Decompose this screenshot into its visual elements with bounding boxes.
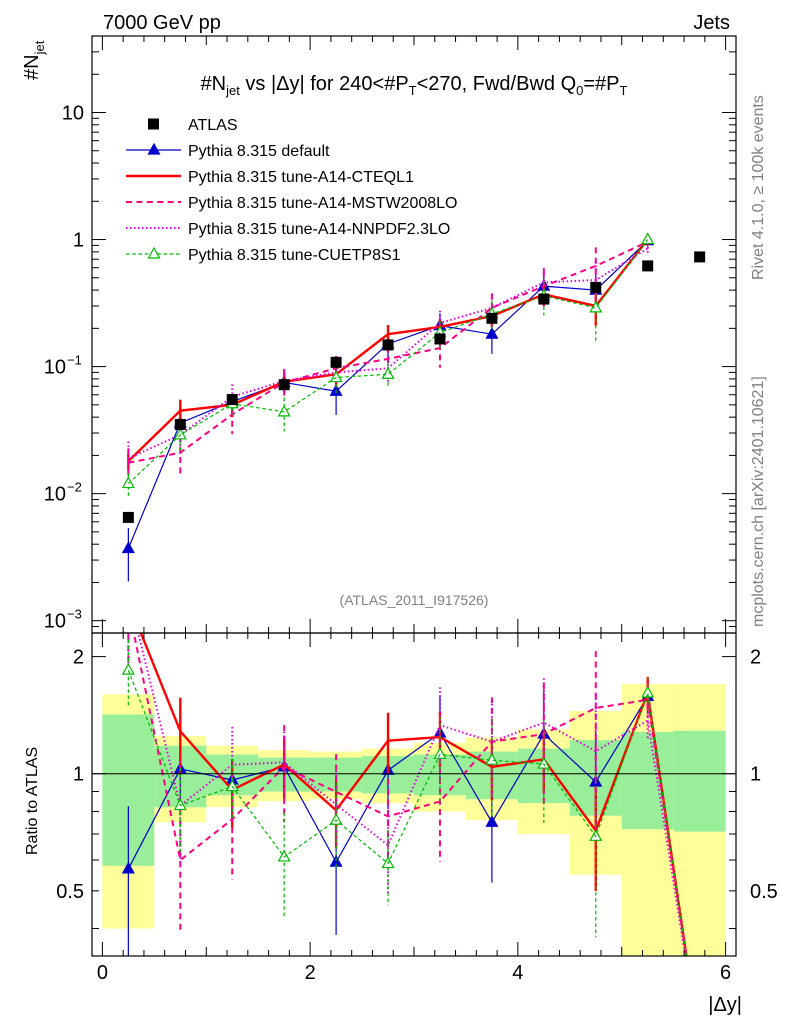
y-axis-label: #Njet	[21, 40, 47, 80]
x-tick-label: 6	[720, 962, 731, 984]
x-tick-label: 0	[97, 962, 108, 984]
atlas-uncertainty-bands	[102, 684, 726, 956]
series-4-ratio-marker	[329, 813, 343, 825]
ratio-tick-label: 1	[73, 764, 84, 786]
atlas-data-point	[434, 333, 446, 345]
atlas-data-point	[486, 312, 498, 324]
series-4-ratio-marker	[537, 756, 551, 769]
series-4-line	[127, 239, 649, 485]
main-series-group	[121, 232, 706, 582]
atlas-data-point	[694, 251, 706, 263]
atlas-data-point	[590, 281, 602, 293]
series-4-ratio-marker	[433, 747, 447, 759]
series-4-marker	[121, 476, 135, 489]
series-0-ratio-line	[127, 694, 687, 956]
series-4-ratio-line	[127, 669, 688, 956]
ratio-tick-label-right: 1	[750, 764, 761, 786]
atlas-data-point	[226, 394, 238, 406]
legend-label-3: Pythia 8.315 tune-A14-NNPDF2.3LO	[188, 221, 450, 238]
stat-uncertainty-band	[673, 730, 726, 832]
x-tick-label: 4	[512, 962, 523, 984]
series-4-marker	[173, 427, 187, 440]
ratio-axis-label: Ratio to ATLAS	[24, 747, 41, 855]
legend-atlas-marker	[148, 118, 159, 130]
legend-marker-4	[147, 246, 161, 259]
ratio-tick-label-right: 2	[750, 647, 761, 669]
ratio-tick-label: 2	[73, 647, 84, 669]
ratio-tick-label: 0.5	[56, 881, 84, 903]
series-4-ratio-marker	[121, 662, 135, 675]
legend: ATLAS Pythia 8.315 default Pythia 8.315 tu…	[126, 117, 457, 264]
ratio-tick-label-right: 0.5	[750, 881, 778, 903]
series-4-marker	[381, 367, 395, 379]
side-label-bottom: mcplots.cern.ch [arXiv:2401.10621]	[750, 376, 767, 627]
series-0-line	[127, 240, 649, 549]
side-label-top: Rivet 4.1.0, ≥ 100k events	[750, 95, 767, 280]
series-layer	[121, 232, 706, 956]
series-4-ratio-marker	[485, 752, 499, 765]
y-tick-label-exponent: −2	[67, 480, 82, 495]
legend-label-2: Pythia 8.315 tune-A14-MSTW2008LO	[188, 195, 457, 212]
watermark: (ATLAS_2011_I917526)	[340, 592, 489, 608]
series-2-line	[128, 240, 649, 464]
atlas-data-point	[642, 260, 654, 272]
y-tick-label-exponent: −3	[67, 607, 82, 622]
atlas-data-point	[330, 356, 342, 368]
y-tick-label-exponent: −1	[67, 353, 82, 368]
y-tick-label: 10	[44, 357, 66, 379]
legend-label-0: Pythia 8.315 default	[188, 143, 330, 160]
chart-title: #Njet vs |Δy| for 240<#PT<270, Fwd/Bwd Q…	[201, 73, 628, 98]
y-tick-label: 10	[62, 102, 84, 124]
legend-atlas-label: ATLAS	[188, 117, 238, 134]
header-left: 7000 GeV pp	[103, 12, 221, 34]
series-4-marker	[277, 404, 291, 417]
header-right: Jets	[693, 12, 730, 34]
series-4-ratio-marker	[277, 849, 291, 862]
y-tick-label: 10	[44, 484, 66, 506]
series-1-line	[127, 238, 649, 463]
atlas-data-point	[278, 379, 290, 391]
y-tick-label: 1	[73, 230, 84, 252]
series-2-ratio-line	[132, 633, 688, 956]
atlas-data-point	[382, 339, 394, 351]
legend-label-1: Pythia 8.315 tune-A14-CTEQL1	[188, 169, 414, 186]
atlas-data-point	[538, 293, 550, 305]
x-axis-label: |Δy|	[708, 994, 742, 1016]
series-4-ratio-marker	[225, 779, 239, 792]
atlas-data-point	[122, 511, 134, 523]
series-4-marker	[641, 232, 655, 245]
legend-marker-0	[147, 142, 161, 155]
x-tick-label: 2	[305, 962, 316, 984]
legend-label-4: Pythia 8.315 tune-CUETP8S1	[188, 247, 401, 264]
series-1-ratio-line	[139, 633, 688, 956]
ratio-series-group	[121, 633, 688, 956]
y-tick-label: 10	[44, 611, 66, 633]
atlas-data-point	[174, 419, 186, 431]
